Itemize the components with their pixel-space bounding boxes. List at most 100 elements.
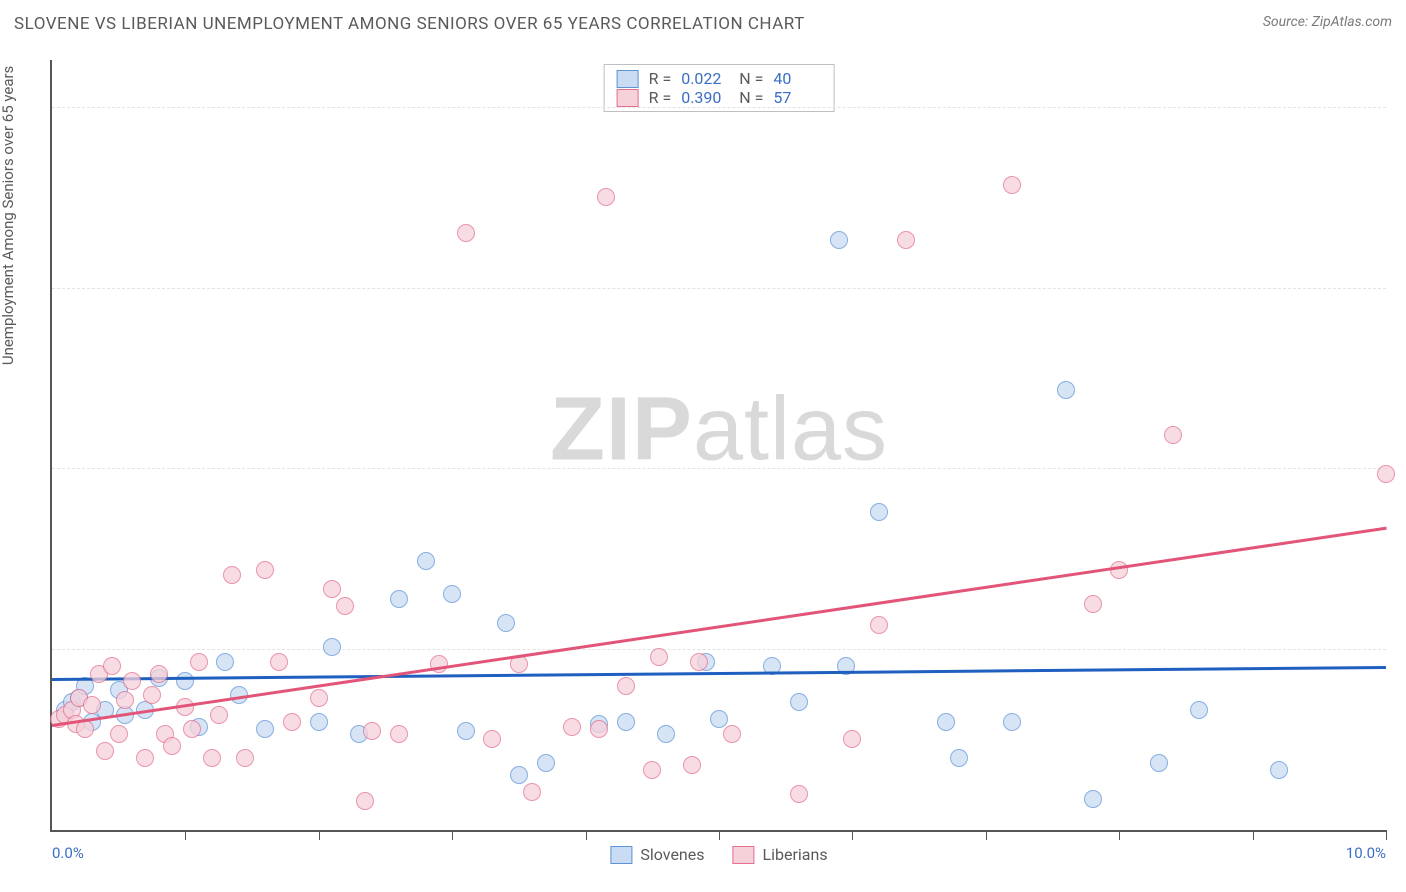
x-tick xyxy=(719,830,720,840)
correlation-row: R = 0.390 N = 57 xyxy=(617,88,822,107)
scatter-point xyxy=(683,756,701,774)
scatter-point xyxy=(510,766,528,784)
legend-label: Slovenes xyxy=(640,845,704,864)
scatter-point xyxy=(617,677,635,695)
y-tick-label: 7.5% xyxy=(1396,641,1406,659)
x-tick xyxy=(1253,830,1254,840)
scatter-point xyxy=(116,691,134,709)
scatter-point xyxy=(723,725,741,743)
scatter-point xyxy=(830,231,848,249)
x-tick xyxy=(986,830,987,840)
scatter-point xyxy=(123,672,141,690)
scatter-point xyxy=(937,713,955,731)
watermark: ZIPatlas xyxy=(550,378,888,481)
y-axis-label: Unemployment Among Seniors over 65 years xyxy=(0,66,17,365)
gridline xyxy=(52,649,1386,650)
correlation-legend-box: R = 0.022 N = 40 R = 0.390 N = 57 xyxy=(604,64,835,112)
scatter-point xyxy=(497,614,515,632)
scatter-point xyxy=(283,713,301,731)
scatter-point xyxy=(103,657,121,675)
series-swatch-icon xyxy=(733,846,755,864)
scatter-point xyxy=(163,737,181,755)
scatter-point xyxy=(590,720,608,738)
scatter-point xyxy=(76,720,94,738)
y-tick-label: 15.0% xyxy=(1396,460,1406,478)
r-value: 0.022 xyxy=(681,69,729,88)
scatter-point xyxy=(236,749,254,767)
series-swatch-icon xyxy=(617,70,639,88)
scatter-point xyxy=(843,730,861,748)
n-value: 40 xyxy=(773,69,821,88)
scatter-point xyxy=(143,686,161,704)
legend-item: Slovenes xyxy=(610,845,704,864)
scatter-point xyxy=(537,754,555,772)
x-tick-label: 10.0% xyxy=(1346,844,1386,862)
scatter-point xyxy=(110,725,128,743)
scatter-point xyxy=(256,720,274,738)
scatter-point xyxy=(870,616,888,634)
scatter-point xyxy=(363,722,381,740)
chart-title: SLOVENE VS LIBERIAN UNEMPLOYMENT AMONG S… xyxy=(14,14,805,34)
scatter-point xyxy=(657,725,675,743)
gridline xyxy=(52,468,1386,469)
scatter-point xyxy=(323,638,341,656)
scatter-point xyxy=(1270,761,1288,779)
series-swatch-icon xyxy=(617,89,639,107)
r-label: R = xyxy=(649,88,672,107)
series-swatch-icon xyxy=(610,846,632,864)
scatter-point xyxy=(443,585,461,603)
scatter-point xyxy=(96,742,114,760)
scatter-point xyxy=(1377,465,1395,483)
scatter-point xyxy=(950,749,968,767)
gridline xyxy=(52,107,1386,108)
x-tick xyxy=(586,830,587,840)
scatter-point xyxy=(176,672,194,690)
scatter-plot-area: ZIPatlas R = 0.022 N = 40 R = 0.390 N = … xyxy=(50,60,1386,832)
x-tick xyxy=(1119,830,1120,840)
scatter-point xyxy=(323,580,341,598)
scatter-point xyxy=(183,720,201,738)
scatter-point xyxy=(790,693,808,711)
scatter-point xyxy=(790,785,808,803)
scatter-point xyxy=(650,648,668,666)
scatter-point xyxy=(256,561,274,579)
scatter-point xyxy=(356,792,374,810)
scatter-point xyxy=(390,590,408,608)
x-tick xyxy=(1386,830,1387,840)
scatter-point xyxy=(643,761,661,779)
scatter-point xyxy=(457,224,475,242)
y-tick-label: 30.0% xyxy=(1396,99,1406,117)
scatter-point xyxy=(690,653,708,671)
x-tick xyxy=(452,830,453,840)
scatter-point xyxy=(190,653,208,671)
scatter-point xyxy=(210,706,228,724)
scatter-point xyxy=(1110,561,1128,579)
legend-label: Liberians xyxy=(763,845,828,864)
x-tick xyxy=(185,830,186,840)
scatter-point xyxy=(483,730,501,748)
scatter-point xyxy=(310,689,328,707)
scatter-point xyxy=(1190,701,1208,719)
scatter-point xyxy=(897,231,915,249)
scatter-point xyxy=(336,597,354,615)
x-tick-label: 0.0% xyxy=(52,844,84,862)
y-tick-label: 22.5% xyxy=(1396,280,1406,298)
scatter-point xyxy=(1084,595,1102,613)
scatter-point xyxy=(150,665,168,683)
legend-item: Liberians xyxy=(733,845,828,864)
scatter-point xyxy=(136,749,154,767)
scatter-point xyxy=(216,653,234,671)
scatter-point xyxy=(83,696,101,714)
scatter-point xyxy=(563,718,581,736)
scatter-point xyxy=(523,783,541,801)
scatter-point xyxy=(203,749,221,767)
scatter-point xyxy=(1003,176,1021,194)
r-value: 0.390 xyxy=(681,88,729,107)
scatter-point xyxy=(390,725,408,743)
chart-header: SLOVENE VS LIBERIAN UNEMPLOYMENT AMONG S… xyxy=(14,14,1392,34)
scatter-point xyxy=(1084,790,1102,808)
scatter-point xyxy=(1164,426,1182,444)
scatter-point xyxy=(270,653,288,671)
trend-line xyxy=(52,666,1386,681)
scatter-point xyxy=(417,552,435,570)
